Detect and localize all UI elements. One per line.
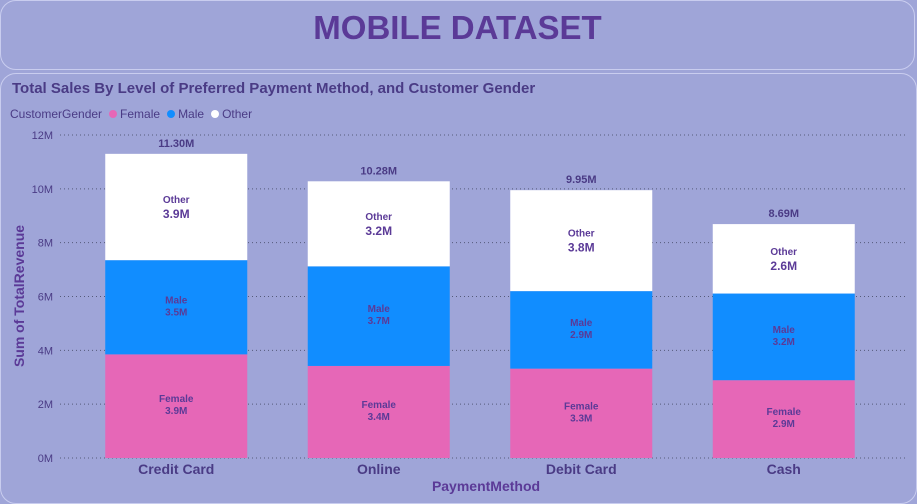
legend-swatch-other	[211, 110, 220, 118]
x-tick-label: Debit Card	[546, 461, 617, 477]
bar-segment-female[interactable]	[510, 368, 653, 458]
segment-value-label: 3.4M	[368, 412, 390, 423]
bar-segment-male[interactable]	[510, 291, 653, 369]
legend-item-other[interactable]: Other	[211, 107, 252, 121]
bar-total-label: 9.95M	[566, 174, 597, 186]
segment-value-label: 2.9M	[773, 419, 795, 430]
segment-value-label: 2.6M	[770, 259, 797, 273]
y-tick-label: 2M	[38, 399, 53, 411]
bar-segment-other[interactable]	[712, 224, 855, 294]
segment-series-label: Male	[368, 304, 391, 315]
chart-legend[interactable]: CustomerGender Female Male Other	[10, 107, 252, 121]
segment-value-label: 2.9M	[570, 330, 592, 341]
y-tick-label: 6M	[38, 292, 53, 304]
bar-segment-male[interactable]	[105, 260, 248, 355]
x-tick-label: Cash	[767, 461, 801, 477]
segment-value-label: 3.7M	[368, 316, 390, 327]
segment-value-label: 3.5M	[165, 307, 187, 318]
bar-segment-female[interactable]	[712, 380, 855, 458]
segment-series-label: Male	[165, 295, 188, 306]
segment-value-label: 3.3M	[570, 413, 592, 424]
page-title: MOBILE DATASET	[313, 9, 602, 46]
segment-series-label: Female	[767, 407, 802, 418]
segment-series-label: Other	[365, 212, 392, 223]
bar-segment-other[interactable]	[105, 153, 248, 261]
bar-total-label: 8.69M	[768, 208, 799, 220]
segment-series-label: Male	[773, 325, 796, 336]
legend-item-male[interactable]: Male	[167, 107, 204, 121]
segment-value-label: 3.9M	[163, 207, 190, 221]
legend-label-other: Other	[222, 107, 253, 121]
bar-segment-female[interactable]	[105, 354, 248, 458]
bar-segment-other[interactable]	[307, 181, 450, 267]
segment-series-label: Female	[159, 394, 194, 405]
y-axis-title: Sum of TotalRevenue	[11, 225, 27, 367]
legend-title: CustomerGender	[10, 107, 103, 121]
y-tick-label: 0M	[38, 453, 53, 465]
segment-series-label: Female	[362, 400, 397, 411]
legend-swatch-male	[167, 110, 176, 118]
bar-segment-male[interactable]	[712, 293, 855, 381]
legend-label-female: Female	[120, 107, 161, 121]
segment-value-label: 3.9M	[165, 406, 187, 417]
chart-title: Total Sales By Level of Preferred Paymen…	[12, 80, 536, 97]
segment-value-label: 3.2M	[773, 337, 795, 348]
segment-series-label: Male	[570, 318, 593, 329]
bar-segment-female[interactable]	[307, 365, 450, 458]
y-tick-label: 10M	[32, 184, 53, 196]
segment-series-label: Other	[568, 229, 595, 240]
x-axis-title: PaymentMethod	[432, 478, 540, 494]
segment-value-label: 3.8M	[568, 241, 595, 255]
legend-swatch-female	[109, 110, 118, 118]
y-tick-label: 12M	[32, 130, 53, 142]
legend-item-female[interactable]: Female	[109, 107, 160, 121]
y-tick-label: 8M	[38, 238, 53, 250]
legend-label-male: Male	[178, 107, 205, 121]
title-card: MOBILE DATASET	[0, 0, 915, 70]
segment-series-label: Other	[770, 247, 797, 258]
bar-total-label: 11.30M	[158, 138, 194, 150]
y-tick-label: 4M	[38, 345, 53, 357]
segment-series-label: Other	[163, 195, 190, 206]
bar-segment-male[interactable]	[307, 266, 450, 366]
segment-value-label: 3.2M	[365, 224, 392, 238]
x-tick-label: Credit Card	[138, 461, 214, 477]
x-tick-label: Online	[357, 461, 401, 477]
segment-series-label: Female	[564, 401, 599, 412]
bar-total-label: 10.28M	[360, 165, 397, 177]
bar-segment-other[interactable]	[510, 190, 653, 292]
